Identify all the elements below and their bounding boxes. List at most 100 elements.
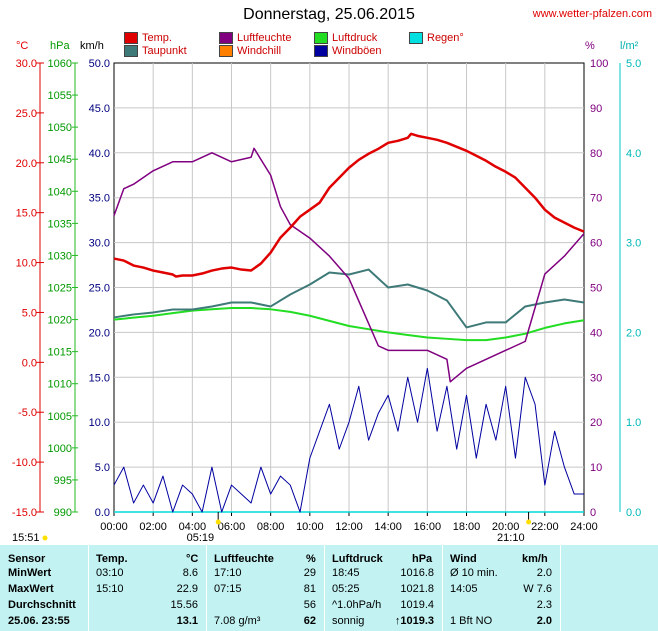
sun-marker-label: 05:19: [187, 532, 215, 544]
temp-tick-label: 5.0: [22, 307, 37, 319]
press-tick-label: 995: [54, 475, 72, 487]
hum-tick-label: 70: [590, 193, 602, 205]
table-cell-w_val: W 7.6: [523, 583, 552, 595]
table-cell-w_desc: 1 Bft NO: [450, 615, 493, 627]
press-tick-label: 1045: [48, 154, 72, 166]
temp-tick-label: 30.0: [16, 58, 37, 70]
press-tick-label: 990: [54, 507, 72, 519]
wind-tick-label: 30.0: [89, 238, 110, 250]
legend-item: Taupunkt: [124, 45, 187, 57]
sun-marker-label: 21:10: [497, 532, 525, 544]
table-cell-h_time: 17:10: [214, 567, 242, 579]
rain-tick-label: 4.0: [626, 148, 641, 160]
table-cell-label: MinWert: [8, 567, 52, 579]
hum-tick-label: 100: [590, 58, 608, 70]
wind-tick-label: 25.0: [89, 283, 110, 295]
table-cell-label: 25.06. 23:55: [8, 615, 70, 627]
x-tick-label: 16:00: [414, 521, 442, 533]
wind-tick-label: 15.0: [89, 372, 110, 384]
legend-item: Regen°: [409, 32, 464, 44]
hum-tick-label: 80: [590, 148, 602, 160]
wind-tick-label: 50.0: [89, 58, 110, 70]
x-tick-label: 04:00: [179, 521, 207, 533]
hum-tick-label: 30: [590, 372, 602, 384]
rain-tick-label: 5.0: [626, 58, 641, 70]
weather-chart: 30.0 25.0 20.0 15.0 10.0 5.0 0.0 -5.0 -10.0 -15.0…: [12, 58, 641, 544]
legend-item: Temp.: [124, 32, 172, 44]
table-cell-p_time: ^1.0hPa/h: [332, 599, 382, 611]
header-pressure-unit: hPa: [412, 553, 433, 565]
hum-tick-label: 40: [590, 327, 602, 339]
hum-tick-label: 20: [590, 417, 602, 429]
wind-gust-line: [113, 367, 584, 513]
sun-marker-icon: [526, 519, 532, 525]
press-tick-label: 1005: [48, 411, 72, 423]
table-cell-t_time: 15:10: [96, 583, 124, 595]
table-cell-t_time: 03:10: [96, 567, 124, 579]
x-tick-label: 06:00: [218, 521, 246, 533]
x-tick-label: 22:00: [531, 521, 559, 533]
table-cell-t_val: 8.6: [182, 567, 198, 579]
rain-tick-label: 3.0: [626, 238, 641, 250]
unit-kmh: km/h: [80, 40, 104, 52]
table-cell-h_time: 07:15: [214, 583, 242, 595]
x-tick-label: 00:00: [100, 521, 128, 533]
hum-tick-label: 10: [590, 462, 602, 474]
table-cell-p_time: 18:45: [332, 567, 360, 579]
temp-tick-label: -15.0: [12, 507, 37, 519]
temp-tick-label: 0.0: [22, 357, 37, 369]
legend-item: Windböen: [314, 45, 382, 57]
table-cell-p_val: ↑1019.3: [394, 615, 434, 627]
table-cell-h_val: 81: [303, 583, 316, 595]
temp-tick-label: 20.0: [16, 158, 37, 170]
press-tick-label: 1020: [48, 315, 72, 327]
legend-swatch: [314, 45, 328, 57]
header-humidity-unit: %: [306, 553, 316, 565]
table-cell-t_val: 22.9: [176, 583, 198, 595]
rain-tick-label: 1.0: [626, 417, 641, 429]
table-cell-w_val: 2.3: [536, 599, 552, 611]
press-tick-label: 1035: [48, 218, 72, 230]
press-tick-label: 1015: [48, 347, 72, 359]
unit-celsius: °C: [16, 40, 29, 52]
press-tick-label: 1040: [48, 186, 72, 198]
hum-tick-label: 0: [590, 507, 596, 519]
temp-tick-label: -10.0: [12, 457, 37, 469]
x-tick-label: 24:00: [570, 521, 598, 533]
table-cell-w_val: 2.0: [536, 615, 552, 627]
unit-hpa: hPa: [50, 40, 70, 52]
legend-item: Windchill: [219, 45, 281, 57]
hum-tick-label: 50: [590, 283, 602, 295]
x-tick-label: 18:00: [453, 521, 481, 533]
rain-tick-label: 0.0: [626, 507, 641, 519]
legend-swatch: [124, 32, 138, 44]
legend-swatch: [124, 45, 138, 57]
legend-swatch: [314, 32, 328, 44]
legend-label: Regen°: [427, 32, 464, 44]
wind-tick-label: 45.0: [89, 103, 110, 115]
legend-label: Luftfeuchte: [237, 32, 292, 44]
unit-percent: %: [585, 40, 595, 52]
legend-item: Luftdruck: [314, 32, 377, 44]
humidity-line: [113, 147, 585, 383]
x-tick-label: 14:00: [374, 521, 402, 533]
wind-tick-label: 40.0: [89, 148, 110, 160]
press-tick-label: 1010: [48, 379, 72, 391]
wind-tick-label: 5.0: [95, 462, 110, 474]
site-url[interactable]: www.wetter-pfalzen.com: [532, 8, 652, 20]
table-cell-p_val: 1021.8: [400, 583, 434, 595]
table-cell-w_desc: Ø 10 min.: [450, 567, 498, 579]
header-humidity: Luftfeuchte: [214, 553, 274, 565]
legend-item: Luftfeuchte: [219, 32, 291, 44]
x-tick-label: 10:00: [296, 521, 324, 533]
x-tick-label: 02:00: [139, 521, 167, 533]
table-cell-p_time: sonnig: [332, 615, 365, 627]
sun-icon: [42, 535, 48, 541]
x-tick-label: 08:00: [257, 521, 285, 533]
pressure-line: [113, 307, 585, 342]
legend-label: Windchill: [237, 45, 282, 57]
rain-tick-label: 2.0: [626, 327, 641, 339]
temp-tick-label: 25.0: [16, 108, 37, 120]
legend-label: Windböen: [332, 45, 382, 57]
wind-tick-label: 20.0: [89, 327, 110, 339]
